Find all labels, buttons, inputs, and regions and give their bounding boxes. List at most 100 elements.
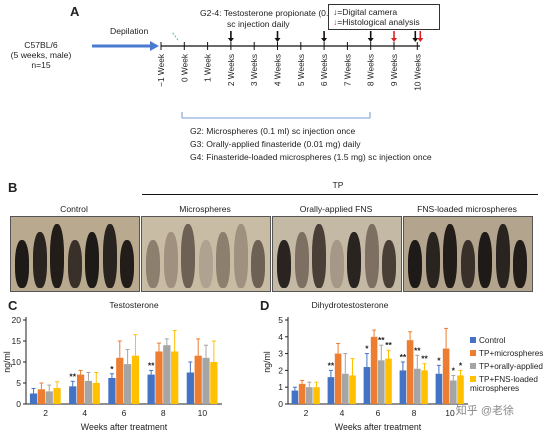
histology-arrow-icon-head [417,38,424,42]
bar [202,357,210,404]
g24-treatment-line2: sc injection daily [227,19,290,29]
bar [291,390,299,404]
photo-label-microspheres: Microspheres [179,204,231,214]
timeline-week-label: 7 Weeks [342,54,352,86]
panel-d-letter: D [260,298,269,313]
timeline-week-label: 0 Week [179,53,189,82]
timeline-week-label: 2 Weeks [226,54,236,86]
x-tick-label: 2 [43,408,48,418]
x-tick-label: 10 [445,408,455,418]
tp-bracket-line [142,194,538,195]
bar [69,386,77,404]
bar [421,370,428,404]
bar [442,348,450,404]
legend-swatch-control [470,337,476,343]
mouse-image [102,224,117,288]
y-tick-label: 5 [16,378,21,388]
group-g4: G4: Finasteride-loaded microspheres (1.5… [190,152,432,162]
significance-marker: * [365,344,369,354]
bar [399,370,407,404]
significance-marker: ** [385,340,392,350]
g24-treatment-line1: G2-4: Testosterone propionate (0.5 mg) [200,8,351,18]
photo-microspheres [141,216,271,292]
bar [313,387,320,404]
bar [171,351,179,404]
bar [435,373,443,404]
bar [131,355,140,404]
significance-marker: ** [414,345,421,355]
timeline-week-label: 3 Weeks [249,54,259,86]
mouse-image [85,232,99,288]
camera-arrow-icon-head [274,38,281,42]
y-tick-label: 3 [278,349,283,359]
mouse-image [120,240,134,288]
bar [155,351,163,404]
mouse-image [294,232,309,288]
x-tick-label: 8 [161,408,166,418]
y-tick-label: 20 [12,315,22,325]
mouse-image [251,240,265,288]
mouse-info: C57BL/6 (5 weeks, male) n=15 [5,40,77,70]
mouse-image [513,240,527,288]
panel-d-letter-text: D [260,298,270,313]
timeline-svg: −1 Week 0 Week 1 Week 2 Weeks 3 Weeks 4 Weeks… [92,31,424,119]
mouse-image [382,240,396,288]
x-axis-label: Weeks after treatment [335,422,422,432]
timeline-arrows [227,31,424,42]
mouse-age-sex: (5 weeks, male) [10,50,72,60]
y-tick-label: 15 [12,336,22,346]
timeline-week-label: 10 Weeks [412,54,422,91]
timeline-week-label: 1 Week [203,53,213,82]
timeline-week-label: 9 Weeks [389,54,399,86]
photo-label-fns-microspheres: FNS-loaded microspheres [417,204,517,214]
timeline-week-label: 8 Weeks [366,54,376,86]
bar [210,362,218,404]
mouse-image [233,224,248,288]
bar [116,357,124,404]
x-tick-label: 4 [82,408,87,418]
bar [84,380,93,404]
mouse-image [312,224,326,288]
panel-a-letter: A [70,4,80,19]
legend-swatch-tp-microspheres [470,350,476,356]
legend-digital-camera: ↓=Digital camera [333,7,397,17]
legend-swatch-tp-oral [470,363,476,369]
mouse-image [460,240,475,288]
significance-marker: * [437,355,441,365]
mouse-image [216,232,230,288]
group-g3: G3: Orally-applied finasteride (0.01 mg)… [190,139,361,149]
y-tick-label: 1 [278,382,283,392]
timeline-week-label: 4 Weeks [273,54,283,86]
x-tick-label: 2 [304,408,309,418]
legend-item-tp-oral: TP+orally-applied [470,362,543,371]
significance-marker: ** [148,360,155,370]
mouse-image [15,240,29,288]
mouse-image [364,224,379,288]
legend-label-control: Control [479,336,506,345]
bar [342,373,349,404]
panel-a-legend: ↓=Digital camera ↓=Histological analysis [328,4,440,30]
mouse-image [277,240,291,288]
panel-c-letter: C [8,298,17,313]
significance-marker: ** [328,360,335,370]
mouse-image [478,232,492,288]
legend-histological: ↓=Histological analysis [333,17,420,27]
legend-label-tp-oral: TP+orally-applied [479,362,543,371]
mouse-image [329,240,344,288]
mouse-image [163,232,178,288]
x-tick-label: 6 [122,408,127,418]
significance-marker: ** [421,354,428,364]
photo-label-control: Control [60,204,88,214]
significance-marker: ** [69,371,76,381]
bar [306,387,313,404]
y-axis-label: ng/ml [262,351,272,373]
tp-label: TP [332,180,344,190]
mouse-image [408,240,422,288]
camera-arrow-icon-head [227,38,234,42]
bar [378,360,385,404]
legend-swatch-tp-fns [470,376,476,382]
chart-d-title: Dihydrotestosterone [311,300,389,310]
bar [327,377,335,404]
bar [147,374,155,404]
